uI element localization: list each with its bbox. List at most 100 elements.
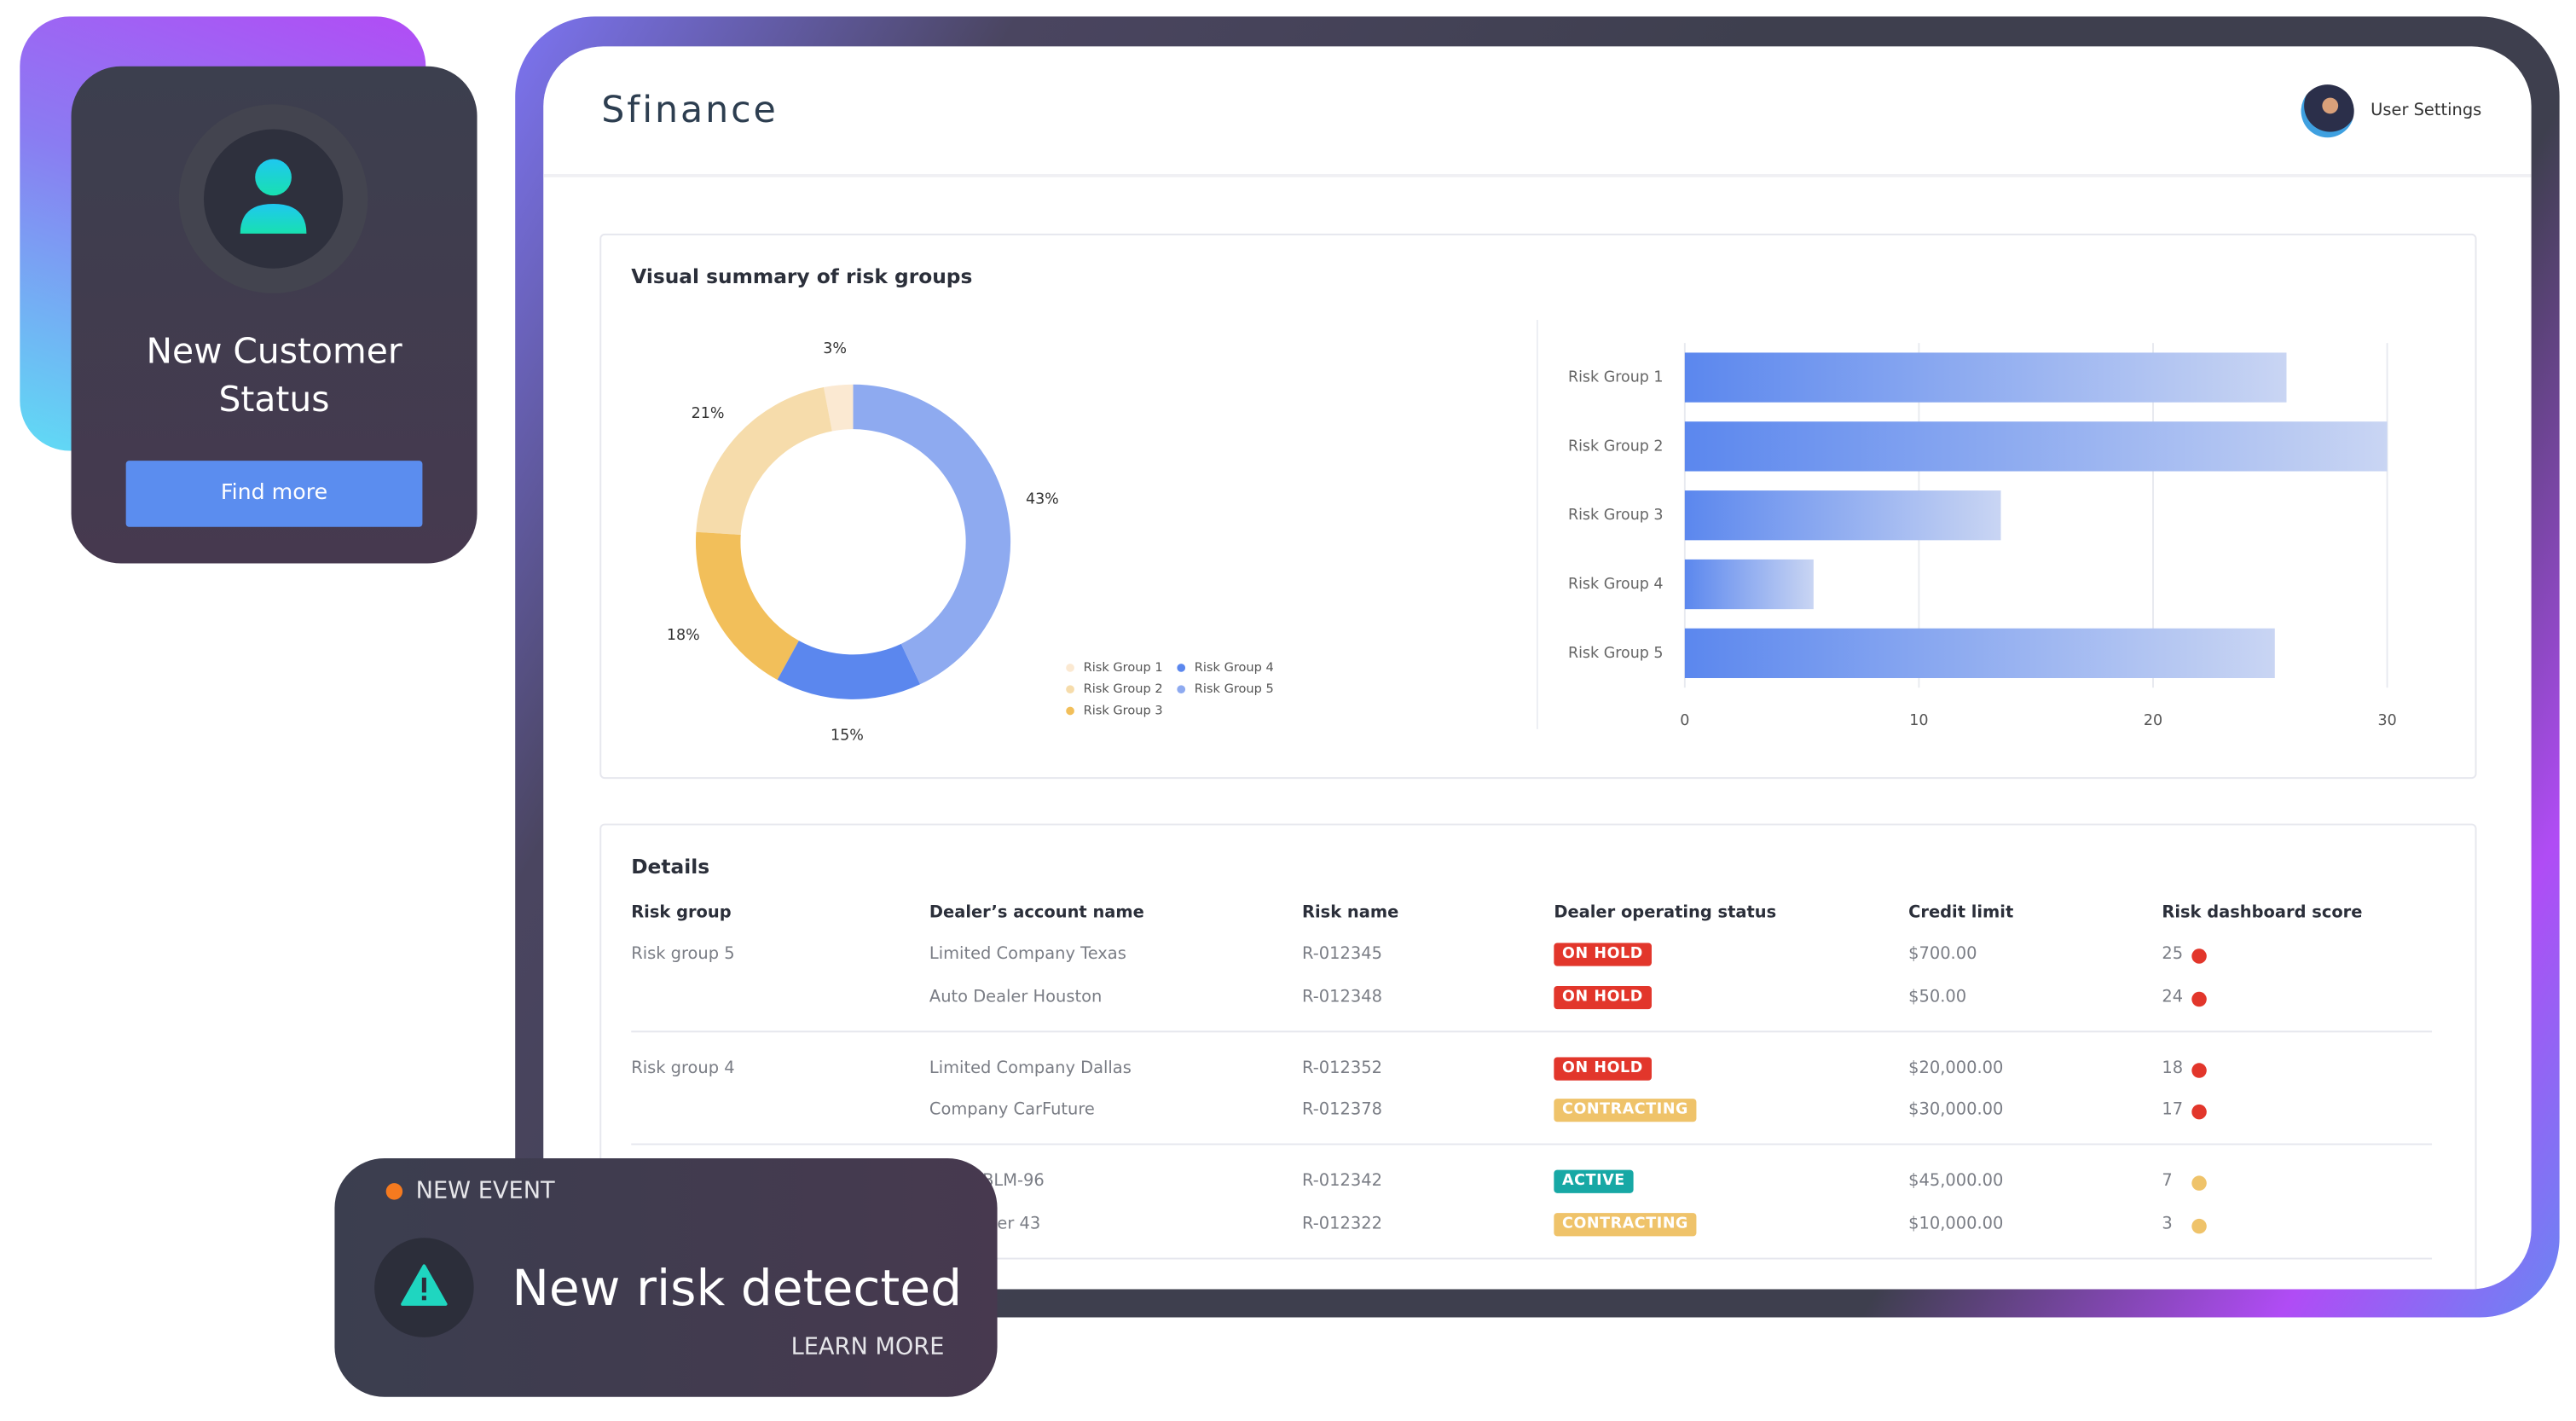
y-tick-label: Risk Group 1 xyxy=(1568,369,1664,386)
risk-name: R-012352 xyxy=(1302,1058,1382,1077)
y-tick-label: Risk Group 2 xyxy=(1568,438,1664,455)
event-title: New risk detected xyxy=(512,1260,963,1319)
column-header: Credit limit xyxy=(1908,903,2014,923)
credit-limit: $50.00 xyxy=(1908,987,1967,1006)
group-name: Risk group 4 xyxy=(631,1058,735,1077)
slice-label: 18% xyxy=(667,627,700,644)
row-divider xyxy=(631,1143,2433,1146)
account-name: BLM-96 xyxy=(982,1172,1045,1191)
pie-slice xyxy=(823,384,854,432)
dashboard: Sfinance User Settings Visual summary of… xyxy=(543,46,2532,1290)
logo: Sfinance xyxy=(601,90,779,132)
slice-label: 21% xyxy=(692,405,725,422)
score-dot xyxy=(2191,1062,2207,1077)
risk-name: R-012348 xyxy=(1302,987,1382,1006)
pie-slice xyxy=(696,386,832,536)
score: 17 xyxy=(2162,1100,2184,1120)
column-header: Dealer operating status xyxy=(1554,903,1777,923)
details-card xyxy=(599,823,2477,1290)
row-divider xyxy=(631,1030,2433,1032)
column-header: Risk name xyxy=(1302,903,1399,923)
pie-slice xyxy=(777,641,921,699)
slice-label: 3% xyxy=(823,340,847,357)
column-header: Risk group xyxy=(631,903,732,923)
legend-dot xyxy=(1177,685,1186,694)
score: 7 xyxy=(2162,1172,2173,1191)
warning-icon xyxy=(401,1264,448,1306)
legend-label: Risk Group 4 xyxy=(1195,660,1274,675)
slice-label: 15% xyxy=(831,727,864,744)
x-tick-label: 30 xyxy=(2377,712,2396,729)
risk-name: R-012378 xyxy=(1302,1100,1382,1120)
bar xyxy=(1684,490,2001,541)
row-divider xyxy=(631,1256,2433,1259)
x-tick-label: 20 xyxy=(2144,712,2162,729)
y-tick-label: Risk Group 4 xyxy=(1568,576,1664,593)
legend-label: Risk Group 1 xyxy=(1084,660,1163,675)
account-name: Limited Company Texas xyxy=(929,945,1126,964)
find-more-button[interactable]: Find more xyxy=(125,461,423,527)
legend-dot xyxy=(1066,685,1074,694)
icon-circle xyxy=(203,129,344,269)
score-dot xyxy=(2191,1104,2207,1120)
account-name: Limited Company Dallas xyxy=(929,1058,1132,1077)
legend-dot xyxy=(1066,706,1074,716)
y-tick-label: Risk Group 3 xyxy=(1568,507,1664,524)
details-title: Details xyxy=(631,855,710,879)
pie-slice xyxy=(853,384,1011,685)
score-dot xyxy=(2191,1175,2207,1191)
x-tick-label: 0 xyxy=(1680,712,1689,729)
risk-name: R-012342 xyxy=(1302,1172,1382,1191)
legend-dot xyxy=(1066,664,1074,672)
bar xyxy=(1684,421,2388,472)
status-badge: CONTRACTING xyxy=(1554,1099,1697,1122)
credit-limit: $700.00 xyxy=(1908,945,1977,964)
bar xyxy=(1684,352,2287,403)
dashboard-content: Sfinance User Settings Visual summary of… xyxy=(543,46,2532,1290)
status-badge: ON HOLD xyxy=(1554,942,1652,966)
status-badge: ON HOLD xyxy=(1554,1056,1652,1080)
credit-limit: $20,000.00 xyxy=(1908,1058,2004,1077)
legend-dot xyxy=(1177,664,1186,672)
score-dot xyxy=(2191,1217,2207,1233)
event-dot xyxy=(385,1183,403,1200)
credit-limit: $10,000.00 xyxy=(1908,1215,2004,1233)
score: 24 xyxy=(2162,987,2184,1006)
legend-label: Risk Group 5 xyxy=(1195,682,1274,696)
risk-name: R-012322 xyxy=(1302,1215,1382,1233)
event-label: NEW EVENT xyxy=(415,1178,555,1205)
pie-slice xyxy=(695,531,799,681)
y-tick-label: Risk Group 5 xyxy=(1568,645,1664,662)
x-tick-label: 10 xyxy=(1909,712,1928,729)
score: 3 xyxy=(2162,1215,2173,1233)
credit-limit: $45,000.00 xyxy=(1908,1172,2004,1191)
slice-label: 43% xyxy=(1026,491,1059,508)
avatar[interactable] xyxy=(2301,84,2354,138)
person-icon xyxy=(240,159,307,234)
score: 18 xyxy=(2162,1058,2184,1077)
risk-name: R-012345 xyxy=(1302,945,1382,964)
header-border xyxy=(543,173,2532,177)
bar xyxy=(1684,628,2275,678)
charts: 3% 21% 18% 15% 43% Risk Group 1 Risk Group 2 Ri… xyxy=(667,319,2397,744)
user-settings[interactable]: User Settings xyxy=(2370,102,2482,120)
score-dot xyxy=(2191,948,2207,964)
status-badge: ACTIVE xyxy=(1554,1169,1634,1193)
score: 25 xyxy=(2162,945,2184,964)
learn-more[interactable]: LEARN MORE xyxy=(790,1333,945,1361)
account-name: Auto Dealer Houston xyxy=(929,987,1103,1006)
customer-title: New Customer Status xyxy=(146,331,402,420)
group-name: Risk group 5 xyxy=(631,945,735,964)
status-badge: CONTRACTING xyxy=(1554,1212,1697,1236)
bar xyxy=(1684,559,1814,610)
column-header: Risk dashboard score xyxy=(2162,903,2363,923)
status-badge: ON HOLD xyxy=(1554,984,1652,1009)
event-card: NEW EVENT New risk detected LEARN MORE xyxy=(334,1158,998,1397)
legend-label: Risk Group 2 xyxy=(1084,682,1163,696)
summary-card xyxy=(599,233,2477,780)
account-name: Company CarFuture xyxy=(929,1100,1095,1120)
legend-label: Risk Group 3 xyxy=(1084,703,1163,717)
customer-card: New Customer Status Find more xyxy=(71,66,478,564)
